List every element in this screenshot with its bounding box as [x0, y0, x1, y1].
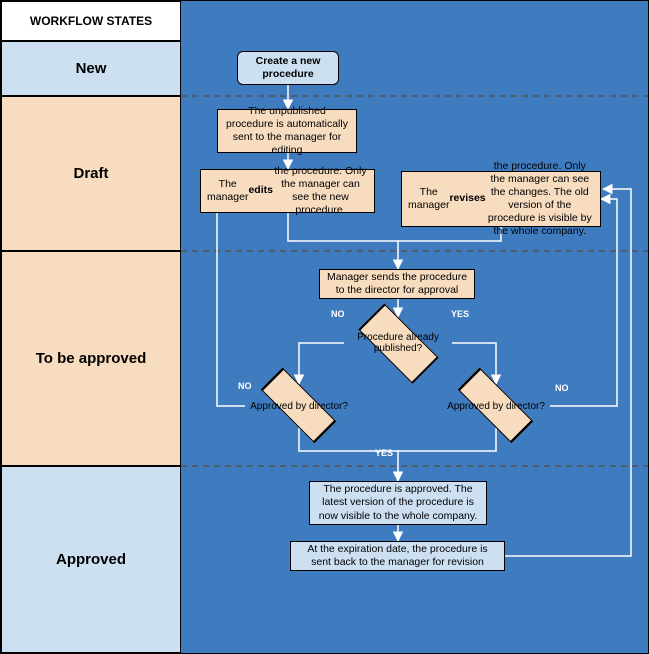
state-toapprove: To be approved — [1, 251, 181, 466]
decision-published: Procedure already published? — [344, 317, 452, 369]
decision-appr_right: Approved by director? — [442, 384, 550, 428]
state-header: WORKFLOW STATES — [1, 1, 181, 41]
state-new: New — [1, 41, 181, 96]
node-approved_txt: The procedure is approved. The latest ve… — [309, 481, 487, 525]
decision-label: Procedure already published? — [344, 317, 452, 369]
decision-label: Approved by director? — [442, 384, 550, 428]
node-sends: Manager sends the procedure to the direc… — [319, 269, 475, 299]
workflow-diagram: WORKFLOW STATESNewDraftTo be approvedApp… — [0, 0, 649, 654]
edge-label: NO — [331, 309, 345, 319]
states-column: WORKFLOW STATESNewDraftTo be approvedApp… — [1, 1, 181, 653]
flow-canvas: NOYESNONOYESCreate a new procedureThe un… — [181, 1, 648, 653]
state-approved: Approved — [1, 466, 181, 653]
decision-appr_left: Approved by director? — [245, 384, 353, 428]
node-edits: The manager edits the procedure. Only th… — [200, 169, 375, 213]
node-autosent: The unpublished procedure is automatical… — [217, 109, 357, 153]
edge-label: YES — [451, 309, 469, 319]
node-expire: At the expiration date, the procedure is… — [290, 541, 505, 571]
node-create: Create a new procedure — [237, 51, 339, 85]
edge-label: YES — [375, 448, 393, 458]
node-revises: The manager revises the procedure. Only … — [401, 171, 601, 227]
edge-label: NO — [555, 383, 569, 393]
state-draft: Draft — [1, 96, 181, 251]
decision-label: Approved by director? — [245, 384, 353, 428]
